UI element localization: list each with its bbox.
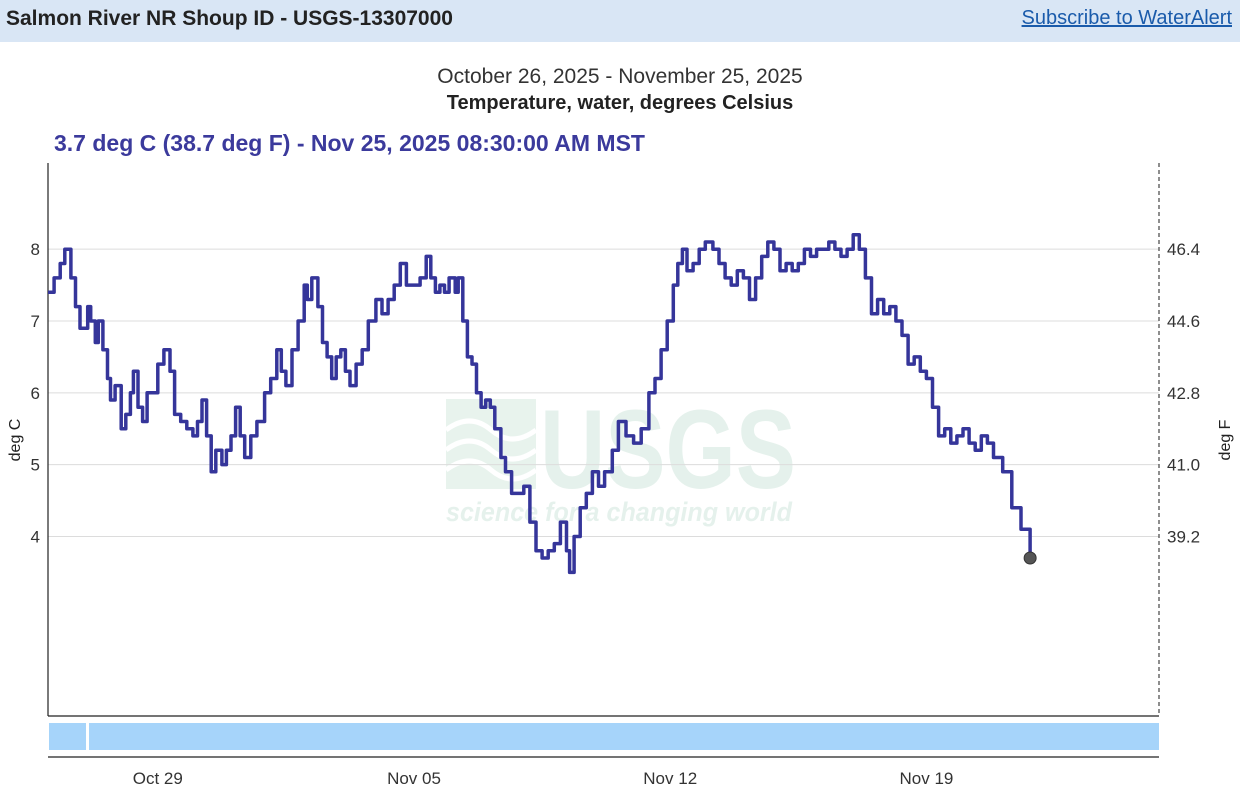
subscribe-wateralert-link[interactable]: Subscribe to WaterAlert xyxy=(1021,7,1232,29)
usgs-watermark: USGS science for a changing world xyxy=(444,387,796,527)
usgs-watermark-logo: USGS xyxy=(540,387,796,512)
x-tick-label: Nov 12 xyxy=(643,769,697,788)
y-axis-label-left: deg C xyxy=(7,419,24,462)
gridlines xyxy=(48,248,1159,537)
x-tick-label: Nov 19 xyxy=(899,769,953,788)
y-axis-label-right: deg F xyxy=(1217,419,1234,460)
y2-tick-label: 46.4 xyxy=(1167,240,1200,259)
time-brush[interactable] xyxy=(49,723,1159,750)
brush-handle[interactable] xyxy=(86,723,89,750)
y-tick-label: 6 xyxy=(31,384,40,403)
page-header: Salmon River NR Shoup ID - USGS-13307000… xyxy=(0,0,1240,42)
axes xyxy=(47,163,1160,717)
y-tick-label: 5 xyxy=(31,456,40,475)
y-tick-labels-left: 4 5 6 7 8 xyxy=(31,240,40,546)
chart-parameter-title: Temperature, water, degrees Celsius xyxy=(446,92,794,114)
y2-tick-label: 42.8 xyxy=(1167,384,1200,403)
x-tick-label: Nov 05 xyxy=(387,769,441,788)
series-line-water-temperature xyxy=(48,233,1032,575)
usgs-watermark-tagline: science for a changing world xyxy=(446,497,792,527)
x-tick-label: Oct 29 xyxy=(133,769,183,788)
y-tick-label: 8 xyxy=(31,240,40,259)
chart-date-range: October 26, 2025 - November 25, 2025 xyxy=(437,65,803,88)
current-reading: 3.7 deg C (38.7 deg F) - Nov 25, 2025 08… xyxy=(54,130,645,156)
y-tick-label: 7 xyxy=(31,312,40,331)
y-tick-label: 4 xyxy=(31,527,40,546)
brush-selection[interactable] xyxy=(49,723,1159,750)
x-tick-labels: Oct 29 Nov 05 Nov 12 Nov 19 xyxy=(133,769,954,788)
site-title: Salmon River NR Shoup ID - USGS-13307000 xyxy=(6,7,453,30)
y2-tick-label: 41.0 xyxy=(1167,456,1200,475)
current-value-marker xyxy=(1023,551,1037,565)
y2-tick-label: 44.6 xyxy=(1167,312,1200,331)
y-tick-labels-right: 39.2 41.0 42.8 44.6 46.4 xyxy=(1167,240,1200,546)
y2-tick-label: 39.2 xyxy=(1167,527,1200,546)
